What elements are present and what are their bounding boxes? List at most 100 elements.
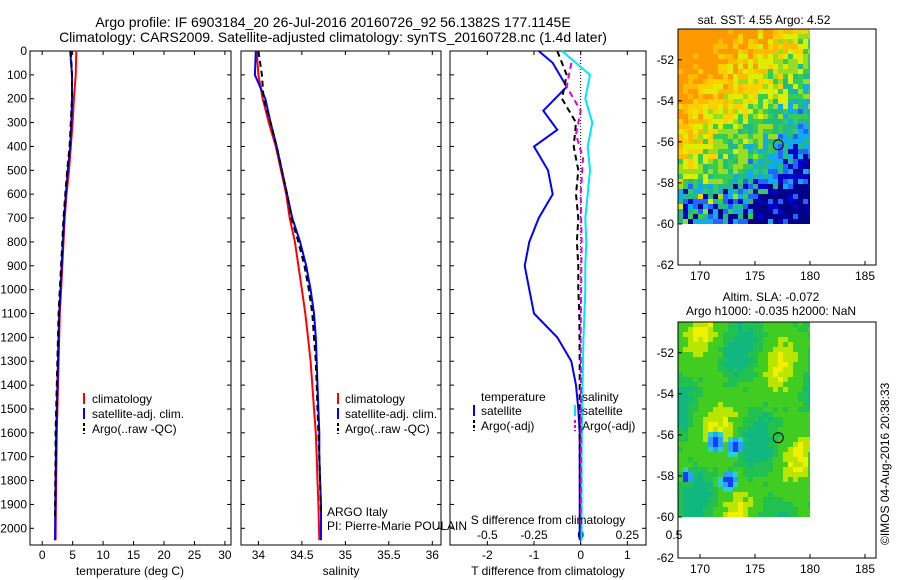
map-cell <box>678 169 683 174</box>
map-cell <box>738 432 743 437</box>
map-cell <box>788 482 793 487</box>
map-cell <box>713 332 718 337</box>
map-cell <box>718 184 723 189</box>
map-cell <box>803 387 808 392</box>
map-cell <box>778 109 783 114</box>
map-cell <box>743 44 748 49</box>
map-cell <box>803 129 808 134</box>
map-cell <box>738 144 743 149</box>
map-cell <box>733 397 738 402</box>
map-cell <box>793 29 798 34</box>
map-cell <box>733 417 738 422</box>
map-cell <box>793 342 798 347</box>
map-cell <box>723 387 728 392</box>
map-cell <box>803 144 808 149</box>
map-cell <box>678 59 683 64</box>
map-cell <box>773 139 778 144</box>
map-cell <box>728 164 733 169</box>
map-cell <box>748 482 753 487</box>
y-tick-label: 1700 <box>0 450 27 464</box>
map-cell <box>768 417 773 422</box>
map-cell <box>773 472 778 477</box>
map-cell <box>773 467 778 472</box>
map-cell <box>703 407 708 412</box>
map-cell <box>758 342 763 347</box>
map-cell <box>793 99 798 104</box>
map-cell <box>773 342 778 347</box>
map-cell <box>793 392 798 397</box>
map-cell <box>803 382 808 387</box>
map-cell <box>743 99 748 104</box>
map-cell <box>778 154 783 159</box>
map-cell <box>763 194 768 199</box>
map-cell <box>773 44 778 49</box>
map-cell <box>758 467 763 472</box>
map-cell <box>693 164 698 169</box>
map-cell <box>808 149 810 154</box>
map-cell <box>748 382 753 387</box>
map-cell <box>718 124 723 129</box>
map-cell <box>718 342 723 347</box>
map-cell <box>773 327 778 332</box>
map-cell <box>703 372 708 377</box>
map-cell <box>698 29 703 34</box>
map-cell <box>783 69 788 74</box>
map-cell <box>738 392 743 397</box>
map-cell <box>743 94 748 99</box>
map-cell <box>718 79 723 84</box>
map-cell <box>758 417 763 422</box>
salinity-legend: climatology satellite-adj. clim. Argo(..… <box>337 392 437 436</box>
map-cell <box>753 79 758 84</box>
map-cell <box>763 169 768 174</box>
map-cell <box>773 432 778 437</box>
map-cell <box>753 164 758 169</box>
map-cell <box>753 159 758 164</box>
map-cell <box>793 397 798 402</box>
map-cell <box>768 94 773 99</box>
map-cell <box>733 109 738 114</box>
map-cell <box>718 452 723 457</box>
map-cell <box>713 387 718 392</box>
map-cell <box>788 194 793 199</box>
map-cell <box>683 342 688 347</box>
map-cell <box>733 497 738 502</box>
map-cell <box>798 34 803 39</box>
map-cell <box>688 39 693 44</box>
map-cell <box>758 59 763 64</box>
y-tick-label: 900 <box>7 259 27 273</box>
map-cell <box>753 387 758 392</box>
map-cell <box>748 129 753 134</box>
map-cell <box>708 347 713 352</box>
map-cell <box>793 347 798 352</box>
x-tick-label: 0 <box>39 548 46 562</box>
map-cell <box>778 427 783 432</box>
map-cell <box>678 377 683 382</box>
map-cell <box>733 427 738 432</box>
map-cell <box>733 382 738 387</box>
map-cell <box>713 472 718 477</box>
map-cell <box>708 39 713 44</box>
map-cell <box>803 59 808 64</box>
map-cell <box>743 482 748 487</box>
map-cell <box>763 387 768 392</box>
map-cell <box>728 422 733 427</box>
map-cell <box>748 69 753 74</box>
map-cell <box>693 512 698 517</box>
map-cell <box>693 74 698 79</box>
map-cell <box>713 362 718 367</box>
y-tick-label: 0 <box>20 44 27 58</box>
map-cell <box>703 397 708 402</box>
map-cell <box>723 219 728 224</box>
map-cell <box>693 397 698 402</box>
map-cell <box>783 179 788 184</box>
map-cell <box>768 507 773 512</box>
map-cell <box>778 129 783 134</box>
map-cell <box>783 447 788 452</box>
map-cell <box>733 189 738 194</box>
map-cell <box>758 209 763 214</box>
map-cell <box>678 487 683 492</box>
map-cell <box>718 209 723 214</box>
map-cell <box>768 407 773 412</box>
map-cell <box>703 417 708 422</box>
map-cell <box>703 169 708 174</box>
